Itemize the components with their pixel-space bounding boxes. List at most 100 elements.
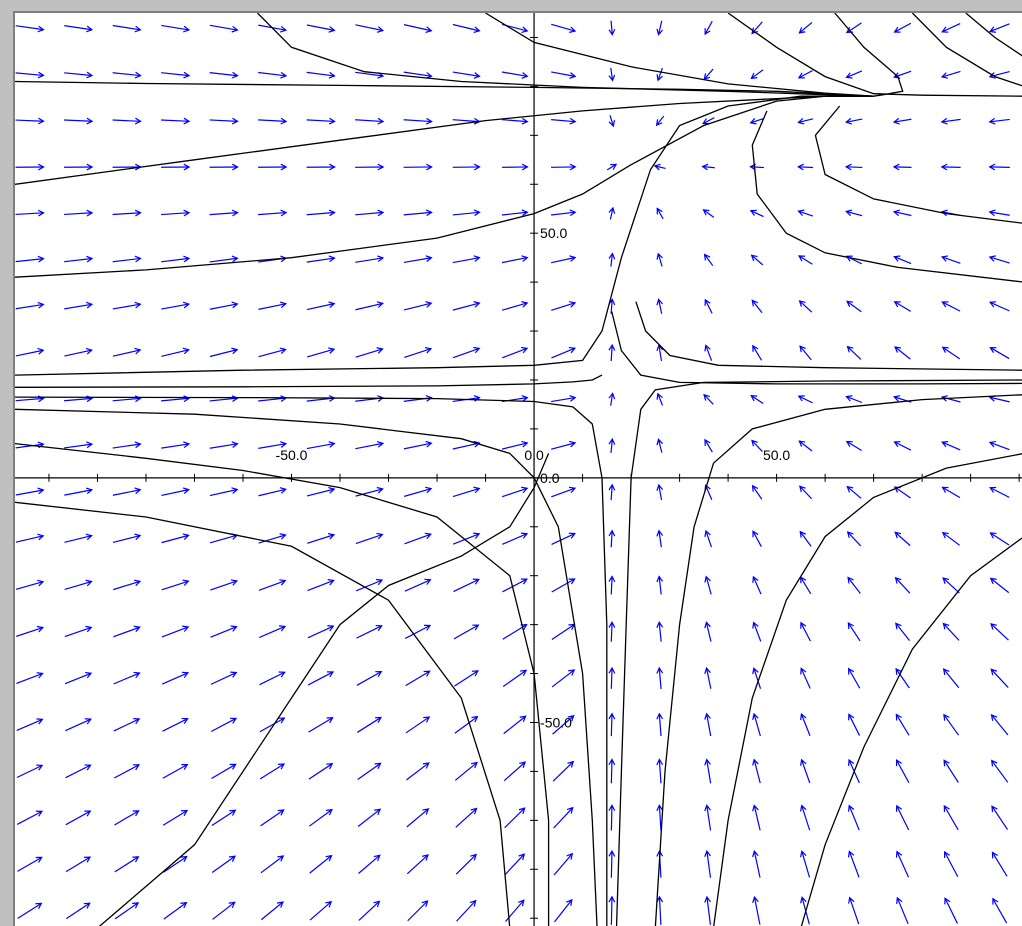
field-arrow <box>992 897 1008 924</box>
field-arrow <box>846 485 862 499</box>
field-arrow <box>988 209 1010 217</box>
field-arrow <box>895 850 910 878</box>
field-arrow <box>749 163 765 171</box>
field-arrow <box>752 712 761 737</box>
field-arrow <box>211 763 237 780</box>
field-arrow <box>943 804 959 831</box>
field-arrow <box>892 209 912 217</box>
field-arrow <box>608 620 616 642</box>
field-arrow <box>406 762 430 781</box>
field-arrow <box>704 575 712 595</box>
field-arrow <box>210 579 239 591</box>
field-arrow <box>608 575 616 595</box>
field-arrow <box>847 622 861 642</box>
field-arrow <box>553 852 574 876</box>
field-arrow <box>608 115 616 128</box>
field-arrow <box>943 850 959 878</box>
field-arrow <box>210 625 238 638</box>
field-arrow <box>608 849 616 878</box>
field-arrow <box>112 209 142 217</box>
field-arrow <box>114 810 140 826</box>
field-arrow <box>209 347 239 358</box>
trajectory <box>15 442 550 926</box>
field-arrow <box>403 301 433 311</box>
field-arrow <box>551 301 577 311</box>
field-arrow <box>403 24 433 33</box>
field-arrow <box>941 23 961 33</box>
field-arrow <box>405 670 431 687</box>
field-arrow <box>895 622 911 641</box>
field-arrow <box>797 395 813 404</box>
field-arrow <box>16 810 44 825</box>
field-arrow <box>163 855 188 873</box>
field-arrow <box>656 67 663 82</box>
field-arrow <box>941 441 961 451</box>
field-arrow <box>848 667 861 689</box>
field-arrow <box>551 578 576 593</box>
field-arrow <box>452 255 481 264</box>
field-arrow <box>355 117 385 125</box>
field-arrow <box>307 625 335 639</box>
x-tick-label: -50.0 <box>276 447 308 463</box>
field-arrow <box>15 71 45 79</box>
field-arrow <box>944 897 958 924</box>
field-arrow <box>751 299 763 314</box>
field-arrow <box>64 25 94 33</box>
field-arrow <box>258 487 287 497</box>
trajectory <box>965 13 1022 57</box>
field-arrow <box>752 804 761 831</box>
field-arrow <box>990 622 1009 641</box>
field-arrow <box>113 671 141 685</box>
field-arrow <box>161 117 191 125</box>
trajectory <box>800 537 1022 926</box>
field-arrow <box>502 578 528 593</box>
field-arrow <box>703 393 714 405</box>
field-arrow <box>941 486 961 499</box>
field-arrow <box>704 621 712 642</box>
trajectory <box>814 105 1022 224</box>
field-arrow <box>163 901 188 920</box>
field-arrow <box>797 163 814 171</box>
field-arrow <box>752 530 762 548</box>
field-arrow <box>161 347 190 357</box>
trajectory <box>15 95 874 185</box>
field-arrow <box>608 758 616 784</box>
field-arrow <box>750 254 764 266</box>
field-arrow <box>309 854 333 874</box>
field-arrow <box>307 671 335 686</box>
field-arrow <box>403 209 433 217</box>
field-arrow <box>656 804 664 831</box>
field-arrow <box>551 623 576 640</box>
x-tick-label: 0.0 <box>524 447 544 463</box>
field-arrow <box>990 759 1009 783</box>
field-arrow <box>355 347 384 358</box>
field-arrow <box>846 345 862 360</box>
field-arrow <box>209 71 239 79</box>
field-arrow <box>113 579 142 591</box>
field-arrow <box>15 487 45 496</box>
field-arrow <box>845 440 862 452</box>
field-arrow <box>355 486 384 497</box>
field-arrow <box>406 854 429 875</box>
field-arrow <box>798 440 813 452</box>
field-arrow <box>551 163 577 171</box>
field-arrow <box>656 392 664 406</box>
field-arrow <box>16 718 44 732</box>
field-arrow <box>161 395 191 403</box>
field-arrow <box>162 717 189 732</box>
field-arrow <box>989 577 1010 594</box>
field-arrow <box>847 804 860 831</box>
field-arrow <box>942 622 960 641</box>
trajectory <box>911 13 1022 87</box>
field-arrow <box>260 855 285 874</box>
field-arrow <box>895 667 910 689</box>
field-arrow <box>64 671 93 685</box>
field-arrow <box>306 441 336 450</box>
field-arrow <box>704 298 713 314</box>
field-arrow <box>501 163 529 171</box>
trajectory <box>654 394 1022 926</box>
field-arrow <box>356 716 382 733</box>
field-arrow <box>552 714 575 735</box>
field-arrow <box>161 579 190 591</box>
